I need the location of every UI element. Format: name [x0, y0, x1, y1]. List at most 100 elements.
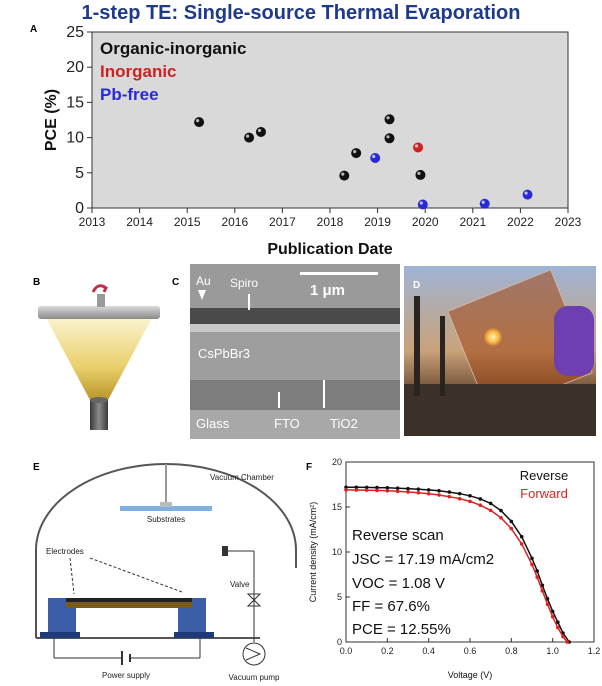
point-highlight: [257, 128, 262, 133]
panel-label-e: E: [33, 462, 40, 473]
chart-a-points: [194, 114, 533, 210]
panel-label-c: C: [172, 277, 180, 288]
y-tick-label: 25: [66, 24, 84, 41]
data-point: [488, 501, 493, 506]
annotation-ff: FF = 67.6%: [352, 598, 430, 615]
annotation-voc: VOC = 1.08 V: [352, 575, 445, 592]
data-point: [375, 488, 379, 493]
scale-bar: [300, 272, 378, 275]
x-tick-label: 0.8: [505, 646, 518, 656]
chart-a-axes: 2013 2014 2015 2016 2017 2018 2019 2020 2021 2022…: [66, 24, 581, 229]
rotation-arrow-icon: [91, 284, 108, 293]
data-point: [468, 499, 472, 504]
data-point: [519, 534, 524, 539]
data-point: [535, 575, 539, 579]
x-tick-label: 2016: [221, 215, 248, 229]
panel-label-a: A: [30, 24, 38, 35]
sun-glare: [484, 328, 502, 346]
data-point: [457, 491, 462, 496]
panel-b-source-illustration: [38, 284, 160, 430]
substrate-plate: [120, 506, 212, 511]
x-tick-label: 1.2: [588, 646, 601, 656]
chart-f-lines: [344, 485, 571, 644]
data-point: [416, 490, 421, 495]
scale-bar-label: 1 μm: [310, 282, 346, 299]
panel-e-chamber-schematic: Substrates Vacuum Chamber Electrodes Pow…: [35, 463, 297, 682]
data-point: [468, 494, 472, 498]
data-point: [194, 117, 205, 128]
data-point: [370, 153, 381, 164]
x-tick-label: 0.4: [422, 646, 435, 656]
y-tick-label: 0: [75, 200, 84, 217]
point-highlight: [481, 200, 485, 204]
data-point: [385, 489, 390, 493]
data-point: [413, 142, 424, 153]
point-highlight: [524, 191, 528, 195]
data-point: [354, 485, 359, 490]
chart-a-xlabel: Publication Date: [267, 241, 392, 258]
y-tick-label: 15: [66, 94, 84, 111]
data-point: [530, 556, 534, 561]
x-tick-label: 0.6: [464, 646, 477, 656]
point-highlight: [386, 135, 390, 139]
panel-label-f: F: [306, 462, 313, 473]
x-tick-label: 0.2: [381, 646, 394, 656]
x-tick-label: 2017: [269, 215, 296, 229]
arrow-icon: [323, 380, 325, 408]
y-tick-label: 5: [337, 592, 342, 602]
annotation-reverse-scan: Reverse scan: [352, 527, 444, 544]
data-point: [384, 114, 395, 125]
x-tick-label: 2021: [459, 215, 486, 229]
data-point: [550, 615, 555, 619]
data-point: [556, 625, 560, 630]
y-tick-label: 10: [66, 130, 84, 147]
data-point: [384, 133, 395, 144]
data-point: [395, 486, 400, 490]
data-point: [509, 519, 514, 524]
panel-label-d: D: [413, 280, 421, 291]
data-point: [540, 588, 545, 593]
substrate-disc: [38, 306, 160, 319]
x-tick-label: 2013: [79, 215, 106, 229]
chart-f-axes: 0.0 0.2 0.4 0.6 0.8 1.0 1.2 0 5 10 15 20: [332, 457, 600, 656]
x-tick-label: 2023: [555, 215, 582, 229]
y-tick-label: 10: [332, 547, 342, 557]
data-point: [406, 490, 410, 494]
x-tick-label: 0.0: [340, 646, 353, 656]
arrow-icon: [278, 392, 280, 408]
data-point: [519, 542, 524, 546]
x-tick-label: 1.0: [546, 646, 559, 656]
data-point: [535, 569, 539, 573]
data-point: [509, 526, 514, 531]
data-point: [426, 488, 431, 492]
point-highlight: [417, 171, 421, 176]
y-tick-label: 20: [332, 457, 342, 467]
arrow-icon: [198, 290, 206, 300]
point-highlight: [372, 154, 376, 159]
data-point: [354, 488, 359, 492]
layer-label-fto: FTO: [274, 416, 300, 431]
data-point: [364, 488, 369, 492]
y-tick-label: 15: [332, 502, 342, 512]
legend-reverse: Reverse: [520, 468, 568, 483]
source-boat: [66, 602, 192, 608]
legend-organic-inorganic: Organic-inorganic: [100, 39, 246, 58]
y-tick-label: 0: [337, 637, 342, 647]
data-point: [344, 488, 348, 492]
panel-d-device-photo: [404, 266, 596, 436]
legend-forward: Forward: [520, 486, 568, 501]
data-point: [561, 634, 565, 639]
legend-inorganic: Inorganic: [100, 62, 177, 81]
data-point: [344, 485, 348, 490]
data-point: [339, 170, 350, 181]
legend-pb-free: Pb-free: [100, 85, 159, 104]
data-point: [499, 516, 503, 520]
data-point: [244, 132, 255, 143]
valve-icon: [246, 593, 262, 607]
data-point: [530, 562, 534, 567]
chart-a-plot-area: [91, 31, 569, 209]
data-point: [488, 508, 493, 513]
point-highlight: [414, 144, 419, 148]
data-point: [437, 489, 441, 493]
chart-f-xlabel: Voltage (V): [448, 670, 493, 680]
